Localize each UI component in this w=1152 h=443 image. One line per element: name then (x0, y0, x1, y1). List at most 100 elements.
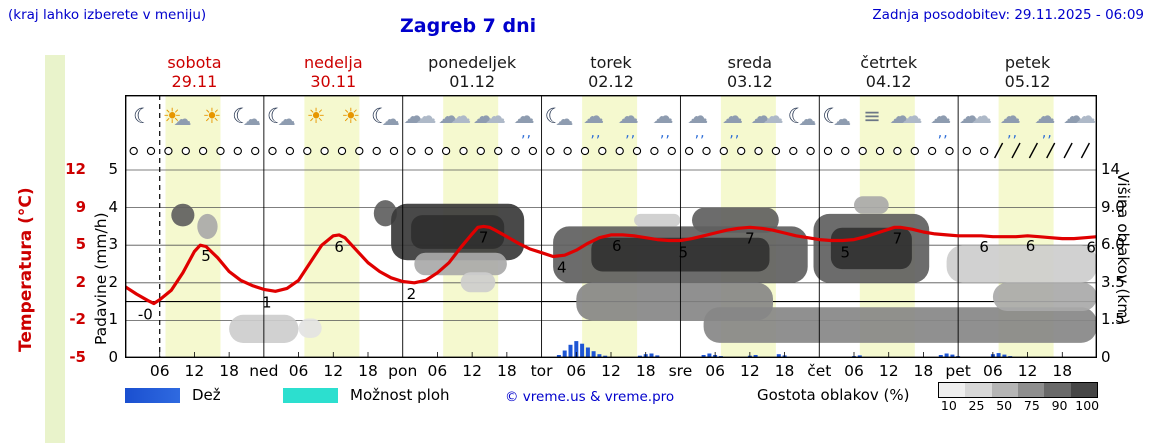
day-name: petek (1004, 53, 1051, 72)
density-segment (1017, 383, 1045, 397)
temperature-value-label: 4 (557, 259, 567, 277)
day-header: nedelja 30.11 (263, 53, 403, 91)
weather-icon-sun: ☀ (194, 96, 229, 140)
cloud-icon: ☁ (652, 104, 674, 128)
cloud-blob (634, 213, 681, 227)
density-tick: 25 (968, 398, 985, 413)
cloud-icon: ☁ (798, 109, 817, 130)
hourly-circle (459, 146, 468, 156)
left-strip (45, 55, 65, 443)
weather-icon-moon-cloud: ☾☁ (264, 96, 299, 140)
temperature-value-label: 5 (679, 243, 689, 261)
temperature-value-label: 1 (262, 293, 272, 311)
cloud-icon: ☁ (555, 109, 574, 130)
day-date: 29.11 (171, 72, 218, 91)
x-tick: 18 (219, 362, 239, 380)
cloud-blob (460, 272, 496, 293)
temp-tick: 12 (65, 160, 86, 178)
moon-icon: ☾ (370, 104, 390, 128)
x-tick: 06 (566, 362, 587, 380)
cloud-blob (946, 245, 1097, 283)
weather-icon-cloud-rain: ☁ ‚‚ (924, 96, 959, 140)
precip-tick: 5 (108, 160, 118, 178)
hourly-circle (407, 146, 416, 156)
cloud-icon: ☁ (173, 109, 192, 130)
x-tick: 18 (358, 362, 378, 380)
weather-icon-moon-cloud: ☾☁ (229, 96, 264, 140)
density-tick: 50 (996, 398, 1013, 413)
day-name: nedelja (303, 53, 363, 72)
hourly-circle (893, 146, 902, 156)
cloud-blob (298, 318, 322, 338)
fog-icon: ≡ (863, 104, 881, 128)
temp-tick: 2 (75, 272, 86, 291)
hourly-circle (684, 146, 694, 156)
cloud-icon: ☁ (242, 109, 261, 130)
day-date: 04.12 (865, 72, 912, 91)
hourly-circle (702, 146, 711, 156)
cloud-icon: ☁ (833, 109, 852, 130)
moon-icon: ☾ (266, 104, 286, 128)
weather-icon-fog: ≡ (854, 96, 889, 140)
cloud-icon: ☁ (1034, 104, 1056, 128)
hourly-circle (198, 146, 208, 156)
cloud-icon: ☁ (473, 104, 495, 128)
wind-mark (1080, 142, 1091, 159)
moon-icon: ☾ (822, 104, 842, 128)
weather-icon-cloud-rain: ☁ ‚‚ (681, 96, 716, 140)
sun-icon: ☀ (306, 104, 326, 128)
hourly-circle (598, 146, 607, 156)
showers-legend-label: Možnost ploh (350, 386, 450, 404)
temperature-line (125, 224, 1097, 306)
hourly-circle (719, 146, 728, 156)
x-tick: 06 (149, 362, 170, 380)
cloud-icon: ☁ (901, 104, 923, 128)
x-tick: 06 (982, 362, 1003, 380)
hourly-circle (789, 146, 798, 156)
weather-icon-cloud-rain: ☁ ‚‚ (507, 96, 542, 140)
rain-bar (556, 355, 561, 358)
day-date: 05.12 (1004, 72, 1051, 91)
hourly-circle (285, 146, 295, 156)
x-tick: 18 (1052, 362, 1073, 380)
precip-tick: 4 (108, 197, 118, 216)
weather-icon-cloud-rain: ☁ ‚‚ (715, 96, 750, 140)
rain-marks-icon: ‚‚ (694, 125, 706, 141)
cloud-icon: ☁ (1075, 104, 1097, 128)
moon-icon: ☾ (132, 104, 152, 128)
hourly-circle (441, 146, 451, 156)
hourly-circle (181, 146, 190, 156)
day-date: 03.12 (726, 72, 773, 91)
density-tick: 100 (1075, 398, 1100, 413)
x-tick: tor (530, 362, 553, 380)
weather-icons-row: ☾ ☀☁ ☀ ☾☁ ☾☁ ☀ ☀ ☾☁ ☁☁ ☁☁ ☁☁ ☁ ‚‚ ☾☁ ☁ ‚‚ ☁ ‚‚ ☁ ‚‚ ☁ ‚‚ ☁ ‚‚ ☁☁… (125, 96, 1097, 140)
weather-icon-cloud-rain: ☁ ‚‚ (1028, 96, 1063, 140)
weather-icon-cloud: ☁☁ (750, 96, 785, 140)
x-tick: 12 (878, 362, 899, 380)
rain-bar (996, 353, 1001, 358)
hourly-circle (737, 146, 746, 156)
rain-bar (574, 341, 579, 358)
wind-mark (993, 142, 1004, 159)
weather-icon-sun: ☀ (299, 96, 334, 140)
cloud-icon: ☁ (999, 104, 1021, 128)
x-tick: 12 (184, 362, 205, 380)
hourly-circle (355, 146, 364, 156)
weather-icon-cloud: ☁☁ (889, 96, 924, 140)
density-segment (1044, 383, 1071, 397)
cloud-icon: ☁ (277, 109, 296, 130)
cloud-height-tick: 9.0 (1101, 197, 1125, 216)
weather-icon-cloud-rain: ☁ ‚‚ (993, 96, 1028, 140)
x-tick: sre (668, 362, 693, 380)
hourly-circle (129, 146, 138, 156)
hourly-circle (910, 146, 919, 156)
hourly-circle (476, 146, 485, 156)
x-tick: 12 (1017, 362, 1038, 380)
day-date: 02.12 (588, 72, 634, 91)
moon-icon: ☾ (232, 104, 251, 128)
wind-mark (1063, 142, 1073, 159)
rain-marks-icon: ‚‚ (937, 125, 949, 141)
daylight-band (304, 95, 360, 358)
cloud-icon: ☁ (750, 104, 772, 128)
